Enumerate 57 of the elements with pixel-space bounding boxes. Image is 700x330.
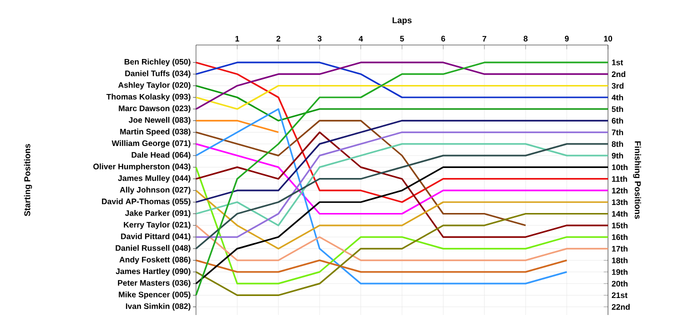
x-tick-label: 4 (358, 36, 363, 42)
y2-tick-label: 10th (612, 164, 628, 170)
y2-tick-label: 5th (612, 106, 624, 112)
text: Dale Head (064) (132, 152, 190, 160)
x-tick-label: 7 (482, 36, 486, 42)
text: Kerry Taylor (021) (124, 222, 190, 230)
x-tick-label: 1 (235, 36, 240, 42)
y2-tick-label: 16th (612, 234, 628, 240)
y2-tick-label: 18th (612, 257, 628, 264)
x-tick-label: 3 (318, 36, 322, 42)
text: Peter Masters (036) (118, 280, 190, 288)
text: David AP-Thomas (055) (102, 198, 190, 206)
y2-tick-label: 9th (612, 152, 624, 158)
y2-tick-label: 7th (612, 129, 624, 136)
text: David Pittard (041) (121, 233, 190, 241)
text: Ivan Simkin (082) (126, 303, 190, 311)
y2-tick-label: 4th (612, 94, 624, 100)
text: Andy Foskett (086) (119, 256, 190, 264)
text: Ashley Taylor (020) (118, 82, 190, 90)
y2-tick-label: 21st (612, 292, 628, 298)
y2-tick-label: 14th (612, 210, 628, 217)
text: Thomas Kolasky (093) (106, 94, 190, 102)
text: James Mulley (044) (118, 175, 190, 183)
text: Daniel Russell (048) (116, 244, 190, 252)
x-tick-label: 10 (604, 36, 612, 42)
y2-tick-label: 20th (612, 280, 628, 287)
text: Marc Dawson (023) (118, 105, 190, 113)
x-axis-title: Laps (392, 17, 412, 25)
y2-tick-label: 13th (612, 199, 628, 206)
y2-tick-label: 19th (612, 269, 628, 275)
text: Daniel Tuffs (034) (125, 70, 190, 78)
y2-axis-title: Finishing Positions (633, 141, 642, 219)
x-tick-label: 2 (276, 36, 280, 42)
text: Joe Newell (083) (128, 116, 190, 124)
x-tick-label: 6 (441, 36, 446, 42)
y2-tick-label: 22nd (612, 304, 630, 310)
text: William George (071) (112, 140, 190, 148)
x-tick-label: 9 (564, 36, 569, 42)
y2-tick-label: 12th (612, 188, 628, 194)
text: Mike Spencer (005) (118, 291, 190, 299)
text: James Hartley (090) (116, 268, 190, 276)
y2-tick-label: 11th (612, 176, 628, 182)
text: Martin Speed (038) (120, 128, 190, 136)
text: Ally Johnson (027) (120, 186, 190, 194)
x-tick-label: 8 (524, 36, 528, 42)
text: Oliver Humpherston (043) (93, 163, 190, 171)
y2-tick-label: 15th (612, 222, 628, 228)
text: Ben Richley (050) (124, 58, 190, 66)
y2-tick-label: 3rd (612, 82, 624, 89)
text: Jake Parker (091) (125, 210, 190, 218)
y2-tick-label: 1st (612, 60, 624, 66)
x-tick-label: 5 (400, 36, 404, 42)
y2-tick-label: 8th (612, 140, 624, 147)
y2-tick-label: 6th (612, 118, 624, 124)
text: Starting Positions (24, 144, 32, 216)
y2-tick-label: 17th (612, 246, 628, 252)
y2-tick-label: 2nd (612, 71, 626, 78)
